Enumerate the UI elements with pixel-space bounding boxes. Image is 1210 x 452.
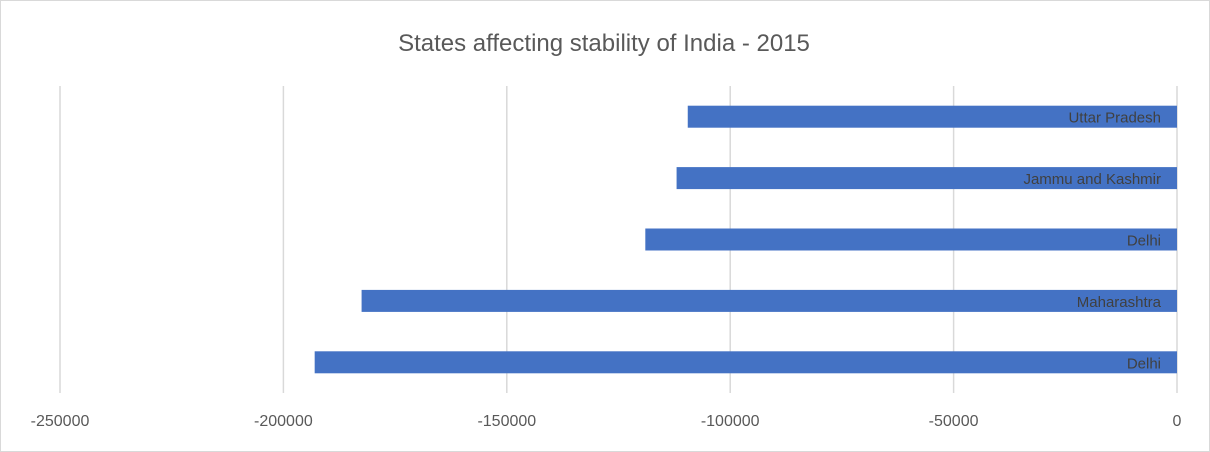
x-tick-label: 0 [1173, 413, 1182, 430]
bar [676, 167, 1177, 190]
x-tick-label: -50000 [929, 413, 979, 430]
category-label: Delhi [1127, 233, 1161, 250]
chart-title: States affecting stability of India - 20… [398, 30, 810, 57]
bar [314, 351, 1177, 374]
bar [687, 105, 1177, 128]
category-label: Jammu and Kashmir [1023, 171, 1161, 188]
category-label: Delhi [1127, 355, 1161, 372]
x-tick-label: -250000 [31, 413, 90, 430]
x-axis: -250000 -200000 -150000 -100000 -50000 0 [31, 413, 1182, 430]
x-tick-label: -100000 [701, 413, 760, 430]
bar [645, 228, 1177, 251]
x-tick-label: -200000 [254, 413, 313, 430]
bar [361, 289, 1178, 312]
x-tick-label: -150000 [477, 413, 536, 430]
bars: Uttar Pradesh Jammu and Kashmir Delhi Mahar… [314, 105, 1178, 374]
category-label: Maharashtra [1077, 294, 1162, 311]
category-label: Uttar Pradesh [1068, 110, 1161, 127]
